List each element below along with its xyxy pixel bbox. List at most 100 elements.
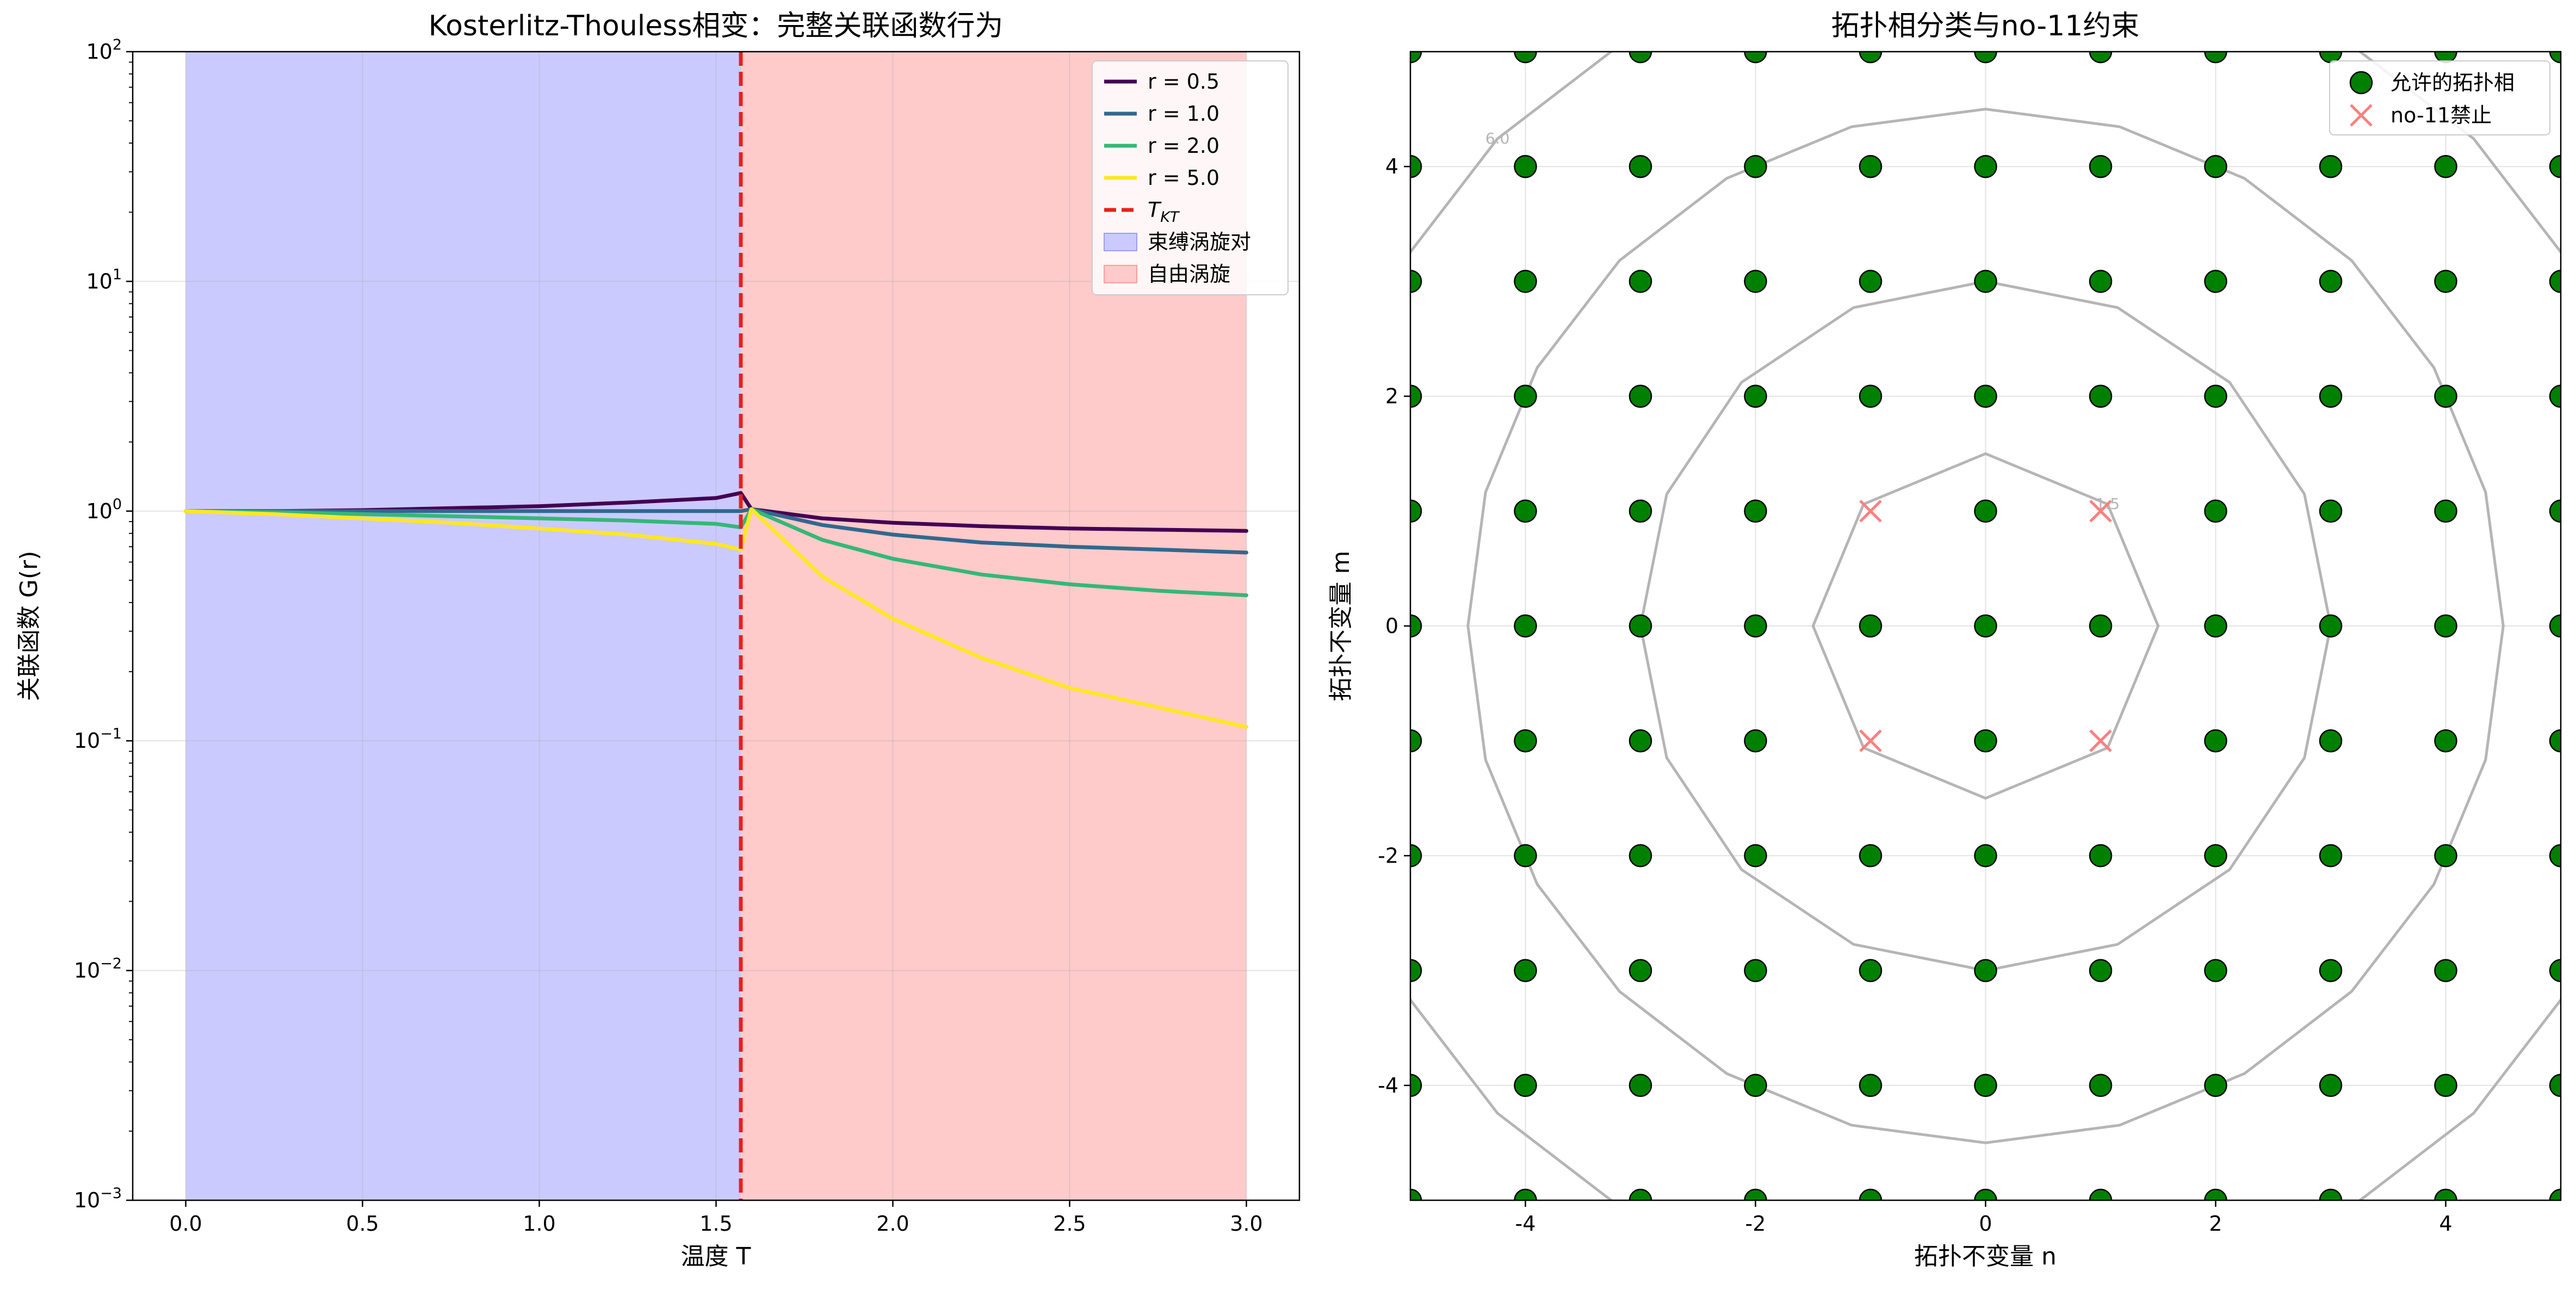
right-chart-title: 拓扑相分类与no-11约束 [1831, 10, 2140, 42]
allowed-phase-point [2435, 1075, 2457, 1096]
x-tick-label: 2 [2209, 1212, 2222, 1236]
allowed-phase-point [1745, 845, 1767, 866]
allowed-phase-point [2205, 156, 2227, 177]
allowed-phase-point [2320, 1075, 2342, 1096]
allowed-phase-point [1860, 845, 1881, 866]
allowed-phase-point [2205, 500, 2227, 522]
y-tick-label: -4 [1378, 1074, 1398, 1097]
allowed-phase-point [1515, 500, 1537, 522]
allowed-phase-point [2435, 845, 2457, 866]
allowed-phase-point [1975, 1075, 1997, 1096]
x-tick-label: 2.0 [876, 1212, 909, 1236]
allowed-phase-point [2205, 270, 2227, 292]
allowed-phase-point [2090, 615, 2111, 637]
y-tick-label: 0 [1385, 614, 1398, 638]
allowed-phase-point [1860, 615, 1881, 637]
allowed-phase-point [1860, 960, 1881, 982]
allowed-phase-point [2435, 500, 2457, 522]
allowed-phase-point [1745, 730, 1767, 752]
allowed-phase-point [1745, 386, 1767, 407]
allowed-phase-point [2435, 156, 2457, 177]
contour-line [1296, 0, 2576, 1288]
x-tick-label: 0.5 [346, 1212, 379, 1236]
allowed-phase-point [2090, 845, 2111, 866]
left-x-axis-label: 温度 T [681, 1243, 751, 1270]
allowed-phase-point [1860, 1075, 1881, 1096]
allowed-phase-point [1745, 1075, 1767, 1096]
allowed-phase-point [1745, 500, 1767, 522]
forbidden-phase-marker [1860, 730, 1881, 751]
right-y-axis-label: 拓扑不变量 m [1327, 551, 1355, 702]
y-tick-label: 4 [1385, 154, 1398, 178]
forbidden-phase-marker [2090, 730, 2111, 751]
allowed-phase-point [1515, 615, 1537, 637]
allowed-phase-point [2320, 960, 2342, 982]
legend-label: r = 1.0 [1148, 102, 1219, 126]
legend-region-swatch [1104, 233, 1137, 251]
x-tick-label: 0 [1979, 1212, 1992, 1236]
y-tick-label: 100 [86, 496, 122, 523]
left-y-axis-label: 关联函数 G(r) [15, 551, 43, 702]
allowed-phase-point [2435, 270, 2457, 292]
allowed-phase-point [1630, 730, 1651, 752]
x-tick-label: -2 [1745, 1212, 1766, 1236]
allowed-phase-point [1515, 156, 1537, 177]
x-tick-label: 3.0 [1230, 1212, 1262, 1236]
contour-label: 6.0 [1485, 129, 1510, 147]
allowed-phase-point [1630, 1075, 1651, 1096]
allowed-phase-point [2205, 845, 2227, 866]
allowed-phase-point [2090, 156, 2111, 177]
allowed-phase-point [1515, 730, 1537, 752]
allowed-phase-point [1745, 960, 1767, 982]
allowed-phase-point [1745, 270, 1767, 292]
allowed-phase-point [1745, 615, 1767, 637]
x-tick-label: -4 [1515, 1212, 1536, 1236]
allowed-phase-point [1975, 960, 1997, 982]
allowed-phase-point [1860, 386, 1881, 407]
allowed-phase-point [2320, 500, 2342, 522]
allowed-phase-point [2320, 270, 2342, 292]
allowed-phase-point [1630, 500, 1651, 522]
legend-label: 允许的拓扑相 [2391, 71, 2515, 95]
y-tick-label: 101 [86, 266, 122, 293]
allowed-phase-point [1975, 386, 1997, 407]
allowed-phase-point [1630, 386, 1651, 407]
legend-label: 束缚涡旋对 [1148, 230, 1251, 254]
allowed-phase-point [1630, 960, 1651, 982]
allowed-phase-point [2320, 615, 2342, 637]
allowed-phase-point [2205, 730, 2227, 752]
x-tick-label: 0.0 [169, 1212, 202, 1236]
allowed-phase-point [1975, 156, 1997, 177]
allowed-phase-point [2090, 270, 2111, 292]
allowed-phase-point [2320, 845, 2342, 866]
x-tick-label: 4 [2439, 1212, 2452, 1236]
x-tick-label: 1.5 [699, 1212, 732, 1236]
allowed-phase-point [2435, 960, 2457, 982]
allowed-phase-point [2320, 730, 2342, 752]
allowed-phase-point [1975, 270, 1997, 292]
allowed-phase-point [1860, 156, 1881, 177]
allowed-phase-point [2435, 730, 2457, 752]
allowed-phase-point [2205, 960, 2227, 982]
allowed-phase-point [1630, 615, 1651, 637]
allowed-phase-point [2435, 386, 2457, 407]
y-tick-label: 2 [1385, 384, 1398, 408]
y-tick-label: 10−3 [74, 1185, 122, 1212]
allowed-phase-point [1515, 845, 1537, 866]
allowed-phase-point [1745, 156, 1767, 177]
allowed-phase-point [1515, 270, 1537, 292]
forbidden-phase-marker [1860, 501, 1881, 522]
legend-label: 自由涡旋 [1148, 262, 1230, 286]
y-tick-label: 102 [86, 36, 122, 64]
legend-region-swatch [1104, 265, 1137, 283]
allowed-phase-point [1975, 730, 1997, 752]
y-tick-label: -2 [1378, 844, 1398, 867]
allowed-phase-point [2320, 386, 2342, 407]
allowed-phase-point [1515, 386, 1537, 407]
allowed-phase-point [2090, 386, 2111, 407]
